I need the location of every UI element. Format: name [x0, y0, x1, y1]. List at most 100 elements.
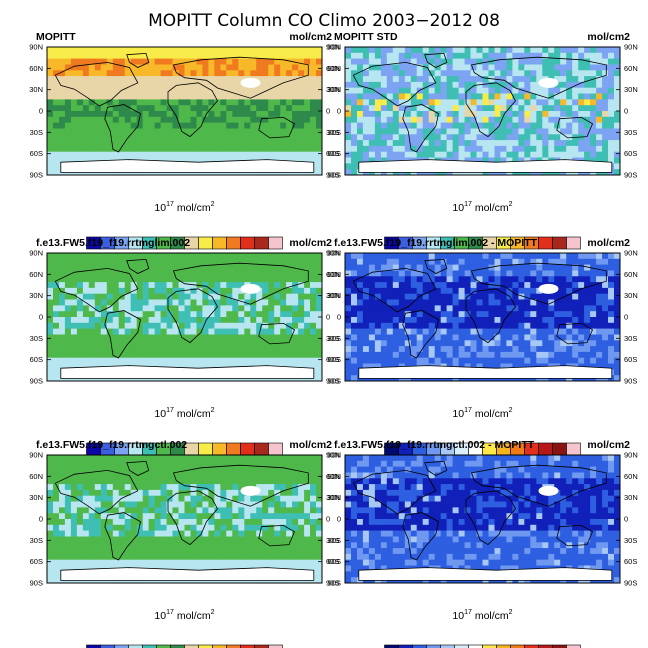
map-cell [172, 530, 179, 537]
map-cell [59, 311, 66, 318]
map-cell [286, 81, 293, 89]
map-cell [298, 64, 305, 71]
map-cell [410, 111, 418, 118]
map-cell [434, 258, 442, 265]
map-cell [64, 334, 72, 341]
map-cell [578, 81, 585, 89]
map-cell [88, 317, 96, 324]
map-cell [357, 111, 364, 118]
map-cell [82, 258, 90, 265]
map-cell [536, 93, 543, 100]
map-cell [274, 145, 281, 153]
map-cell [380, 334, 388, 341]
map-cell [250, 524, 257, 531]
map-cell [584, 122, 591, 129]
map-cell [53, 64, 60, 71]
map-cell [130, 99, 138, 106]
map-cell [608, 357, 615, 364]
map-cell [602, 264, 609, 271]
map-cell [118, 58, 126, 65]
map-cell [136, 87, 144, 94]
map-cell [470, 276, 477, 283]
map-cell [614, 334, 620, 341]
map-cell [428, 105, 436, 112]
map-cell [572, 328, 579, 335]
map-cell [512, 105, 519, 112]
map-cell [250, 322, 257, 329]
map-cell [172, 340, 179, 347]
map-cell [446, 81, 453, 89]
map-cell [316, 276, 322, 283]
map-cell [88, 501, 96, 508]
map-cell [47, 264, 54, 271]
map-cell [196, 52, 203, 59]
map-cell [404, 47, 412, 54]
map-cell [392, 93, 400, 100]
map-cell [614, 253, 620, 260]
map-cell [602, 293, 609, 300]
map-cell [578, 64, 585, 71]
map-cell [53, 363, 60, 370]
map-cell [214, 282, 221, 289]
map-cell [70, 484, 78, 491]
map-cell [422, 76, 430, 83]
map-cell [488, 140, 495, 147]
map-cell [434, 81, 442, 89]
coastline-outline [402, 310, 439, 359]
map-cell [494, 70, 501, 77]
map-cell [482, 334, 489, 341]
map-cell [274, 93, 281, 100]
map-cell [500, 287, 507, 295]
map-cell [53, 253, 60, 260]
map-cell [470, 99, 477, 106]
map-cell [64, 299, 72, 306]
map-cell [88, 536, 96, 543]
map-cell [386, 258, 394, 265]
map-cell [232, 466, 239, 473]
map-cell [142, 287, 150, 295]
map-cell [500, 276, 507, 283]
lat-tick-label: 30S [328, 128, 341, 137]
map-cell [440, 47, 448, 54]
map-cell [428, 351, 436, 359]
map-cell [518, 346, 525, 353]
map-cell [100, 351, 108, 359]
map-cell [357, 276, 364, 283]
map-cell [482, 311, 489, 318]
map-cell [118, 519, 126, 526]
map-cell [100, 536, 108, 543]
map-cell [184, 276, 191, 283]
map-cell [148, 311, 155, 318]
map-cell [70, 70, 78, 77]
map-cell [292, 145, 299, 153]
map-cell [47, 270, 54, 277]
map-cell [410, 351, 418, 359]
map-cell [178, 357, 185, 364]
map-cell [100, 99, 108, 106]
map-cell [518, 299, 525, 306]
map-cell [202, 47, 209, 54]
map-cell [530, 81, 537, 89]
map-cell [148, 317, 155, 324]
map-cell [172, 293, 179, 300]
map-cell [410, 287, 418, 295]
map-cell [286, 536, 293, 543]
map-cell [47, 169, 54, 175]
map-cell [256, 519, 263, 526]
map-cell [112, 105, 120, 112]
map-cell [548, 134, 555, 141]
map-cell [244, 293, 251, 300]
map-cell [166, 489, 173, 497]
map-cell [614, 134, 620, 141]
map-cell [298, 128, 305, 135]
map-cell [351, 305, 358, 312]
map-cell [518, 145, 525, 153]
map-cell [362, 116, 370, 123]
map-cell [310, 513, 317, 520]
map-cell [518, 270, 525, 277]
map-cell [304, 513, 311, 520]
map-cell [530, 293, 537, 300]
map-cell [226, 513, 233, 520]
map-cell [166, 52, 173, 59]
